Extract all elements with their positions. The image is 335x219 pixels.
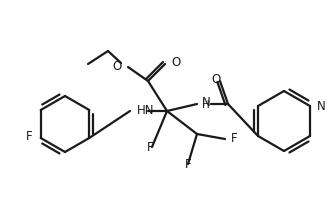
Text: HN: HN bbox=[137, 104, 154, 118]
Text: F: F bbox=[26, 131, 33, 143]
Text: H: H bbox=[202, 100, 210, 110]
Text: N: N bbox=[317, 99, 326, 113]
Text: O: O bbox=[211, 73, 221, 86]
Text: O: O bbox=[113, 60, 122, 74]
Text: F: F bbox=[185, 158, 191, 171]
Text: F: F bbox=[147, 141, 153, 154]
Text: N: N bbox=[202, 97, 211, 110]
Text: O: O bbox=[171, 55, 180, 69]
Text: F: F bbox=[231, 132, 238, 145]
